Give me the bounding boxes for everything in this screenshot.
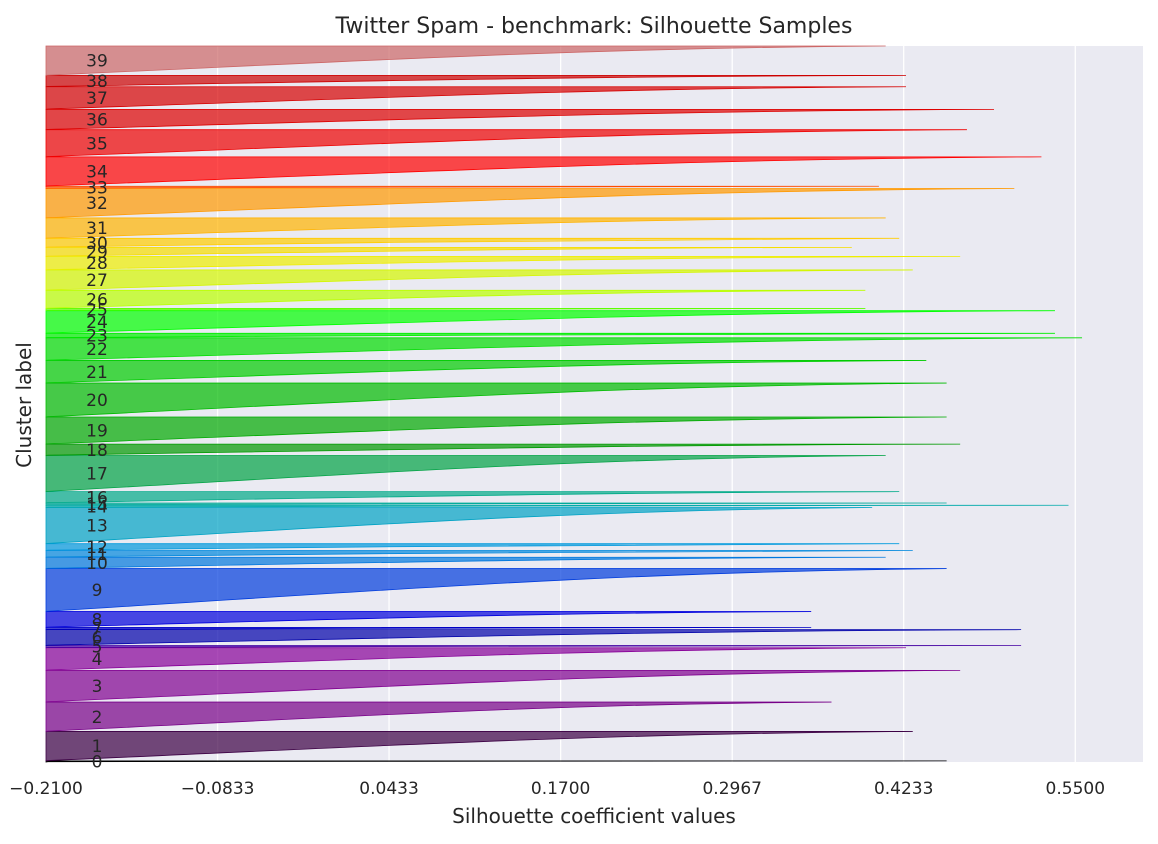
chart-title: Twitter Spam - benchmark: Silhouette Sam… (335, 14, 853, 39)
cluster-36-silhouette (45, 108, 995, 131)
cluster-31-silhouette (45, 217, 886, 239)
cluster-35-silhouette (45, 129, 967, 158)
cluster-22-silhouette (45, 337, 1083, 361)
cluster-label: 14 (86, 497, 108, 517)
cluster-label: 19 (86, 422, 108, 442)
cluster-label: 7 (92, 620, 103, 640)
cluster-label: 38 (86, 72, 108, 92)
cluster-37-silhouette (45, 86, 906, 110)
cluster-label: 12 (86, 538, 108, 558)
cluster-12-silhouette (45, 543, 900, 551)
cluster-16-silhouette (45, 491, 900, 504)
cluster-label: 4 (92, 650, 103, 670)
cluster-23-silhouette (45, 332, 1055, 339)
cluster-label: 9 (92, 581, 103, 601)
cluster-label: 34 (86, 163, 108, 183)
cluster-label: 2 (92, 708, 103, 728)
cluster-7-silhouette (45, 626, 812, 631)
cluster-label: 3 (92, 677, 103, 697)
x-axis-label: Silhouette coefficient values (452, 804, 736, 828)
cluster-label: 33 (86, 178, 108, 198)
cluster-13-silhouette (45, 507, 873, 545)
cluster-labels: 0123456789101112131415161718192021222324… (86, 52, 108, 773)
cluster-26-silhouette (45, 289, 866, 309)
cluster-label: 5 (92, 638, 103, 658)
cluster-2-silhouette (45, 701, 832, 732)
cluster-3-silhouette (45, 669, 961, 703)
x-tick-label: −0.2100 (9, 779, 83, 799)
cluster-27-silhouette (45, 269, 913, 291)
cluster-6-silhouette (45, 629, 1022, 646)
cluster-19-silhouette (45, 416, 947, 445)
cluster-29-silhouette (45, 246, 852, 257)
cluster-label: 20 (86, 391, 108, 411)
cluster-label: 26 (86, 290, 108, 310)
cluster-38-silhouette (45, 75, 906, 88)
cluster-0-silhouette (45, 760, 947, 763)
cluster-label: 21 (86, 363, 108, 383)
cluster-label: 6 (92, 629, 103, 649)
cluster-21-silhouette (45, 360, 927, 384)
cluster-14-silhouette (45, 504, 1069, 508)
cluster-label: 24 (86, 313, 108, 333)
y-axis-label: Cluster label (12, 342, 36, 468)
cluster-label: 15 (86, 495, 108, 515)
cluster-label: 32 (86, 194, 108, 214)
cluster-10-silhouette (45, 556, 886, 570)
cluster-label: 39 (86, 52, 108, 72)
cluster-label: 0 (92, 752, 103, 772)
cluster-20-silhouette (45, 382, 947, 418)
cluster-label: 29 (86, 243, 108, 263)
cluster-15-silhouette (45, 502, 947, 506)
cluster-label: 22 (86, 340, 108, 360)
cluster-5-silhouette (45, 645, 1022, 649)
cluster-polygons (45, 45, 1083, 763)
cluster-label: 11 (86, 545, 108, 565)
cluster-32-silhouette (45, 188, 1015, 219)
cluster-label: 8 (92, 610, 103, 630)
cluster-34-silhouette (45, 156, 1042, 187)
cluster-30-silhouette (45, 237, 900, 248)
cluster-label: 13 (86, 517, 108, 537)
x-tick-label: 0.0433 (359, 779, 418, 799)
cluster-label: 35 (86, 134, 108, 154)
cluster-label: 36 (86, 111, 108, 131)
cluster-label: 31 (86, 219, 108, 239)
cluster-label: 23 (86, 327, 108, 347)
cluster-24-silhouette (45, 310, 1055, 334)
cluster-39-silhouette (45, 45, 886, 76)
x-tick-label: 0.5500 (1046, 779, 1105, 799)
cluster-18-silhouette (45, 443, 961, 456)
cluster-8-silhouette (45, 611, 812, 628)
cluster-9-silhouette (45, 568, 947, 613)
cluster-28-silhouette (45, 255, 961, 271)
cluster-label: 16 (86, 488, 108, 508)
cluster-label: 27 (86, 271, 108, 291)
cluster-17-silhouette (45, 455, 886, 493)
x-tick-label: −0.0833 (181, 779, 255, 799)
x-tick-label: 0.2967 (702, 779, 761, 799)
cluster-33-silhouette (45, 185, 879, 189)
x-tick-labels: −0.2100 −0.0833 0.0433 0.1700 0.2967 0.4233 0.… (9, 779, 1105, 799)
cluster-25-silhouette (45, 308, 866, 312)
cluster-4-silhouette (45, 647, 906, 671)
cluster-label: 30 (86, 234, 108, 254)
cluster-11-silhouette (45, 550, 913, 558)
cluster-label: 25 (86, 301, 108, 321)
cluster-label: 17 (86, 465, 108, 485)
cluster-label: 28 (86, 254, 108, 274)
cluster-label: 10 (86, 554, 108, 574)
x-tick-label: 0.1700 (531, 779, 590, 799)
cluster-1-silhouette (45, 731, 913, 762)
cluster-label: 18 (86, 441, 108, 461)
cluster-label: 37 (86, 89, 108, 109)
cluster-label: 1 (92, 737, 103, 757)
x-tick-label: 0.4233 (874, 779, 933, 799)
